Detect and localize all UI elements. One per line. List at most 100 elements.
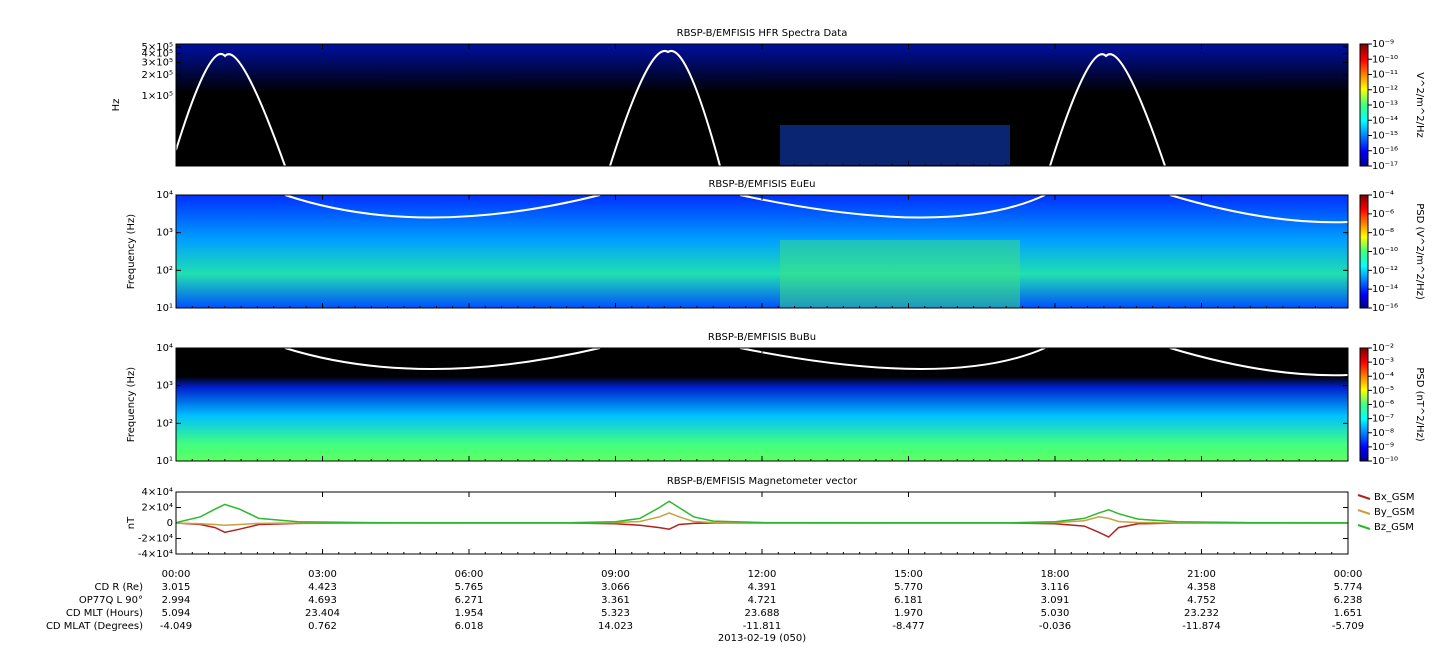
y-tick-label: 1×10⁵ bbox=[142, 91, 173, 102]
colorbar-tick-label: 10⁻¹⁰ bbox=[1372, 54, 1398, 65]
y-tick-label: 2×10⁵ bbox=[142, 70, 173, 81]
spectrogram-images bbox=[175, 44, 1349, 461]
ephemeris-value: 4.358 bbox=[1187, 582, 1216, 593]
colorbar-tick-label: 10⁻⁶ bbox=[1372, 209, 1394, 220]
colorbar-label: V^2/m^2/Hz bbox=[1414, 72, 1425, 138]
plot-frame bbox=[175, 194, 1349, 309]
spectrogram bbox=[176, 348, 1348, 461]
colorbar-tick-label: 10⁻⁸ bbox=[1372, 228, 1394, 239]
ephemeris-value: -5.709 bbox=[1332, 621, 1364, 632]
plasma-line bbox=[175, 49, 1166, 167]
x-tick-label: 09:00 bbox=[601, 569, 630, 580]
ephemeris-value: 0.762 bbox=[308, 621, 337, 632]
plot-frame bbox=[175, 491, 1349, 555]
ephemeris-value: -11.811 bbox=[743, 621, 782, 632]
legend-label: By_GSM bbox=[1374, 507, 1415, 518]
ephemeris-value: 6.271 bbox=[455, 595, 484, 606]
colorbar-tick-label: 10⁻¹¹ bbox=[1372, 70, 1398, 81]
y-tick-label: 10³ bbox=[156, 381, 173, 392]
ephemeris-value: 3.116 bbox=[1041, 582, 1070, 593]
colorbar-tick-label: 10⁻¹² bbox=[1372, 85, 1398, 96]
date-label: 2013-02-19 (050) bbox=[718, 633, 806, 644]
colorbar-tick-label: 10⁻⁴ bbox=[1372, 190, 1394, 201]
y-tick-label: 10⁴ bbox=[156, 190, 173, 201]
ephemeris-label: CD MLAT (Degrees) bbox=[46, 621, 143, 632]
ephemeris-value: 5.094 bbox=[162, 608, 191, 619]
ephemeris-value: -0.036 bbox=[1039, 621, 1071, 632]
colorbar-tick-label: 10⁻⁵ bbox=[1372, 385, 1394, 396]
colorbar-tick-label: 10⁻⁶ bbox=[1372, 400, 1394, 411]
x-tick-label: 06:00 bbox=[455, 569, 484, 580]
x-tick-label: 03:00 bbox=[308, 569, 337, 580]
panel-title: RBSP-B/EMFISIS Magnetometer vector bbox=[667, 476, 858, 487]
ephemeris-value: -4.049 bbox=[160, 621, 192, 632]
spectrogram-feature bbox=[780, 240, 1020, 308]
x-tick-label: 21:00 bbox=[1187, 569, 1216, 580]
ephemeris-value: 4.423 bbox=[308, 582, 337, 593]
x-tick-label: 00:00 bbox=[162, 569, 191, 580]
y-tick-label: -2×10⁴ bbox=[138, 534, 173, 545]
ephemeris-value: 3.066 bbox=[601, 582, 630, 593]
plot-frame bbox=[175, 347, 1349, 462]
ephemeris-value: -11.874 bbox=[1182, 621, 1221, 632]
legend-label: Bz_GSM bbox=[1374, 522, 1414, 533]
colorbar-tick-label: 10⁻¹⁴ bbox=[1372, 115, 1398, 126]
ephemeris-value: -8.477 bbox=[892, 621, 924, 632]
ephemeris-value: 4.752 bbox=[1187, 595, 1216, 606]
y-tick-label: 10² bbox=[156, 418, 173, 429]
y-tick-label: 4×10⁵ bbox=[142, 49, 173, 60]
y-tick-label: 3×10⁵ bbox=[142, 57, 173, 68]
colorbar-tick-label: 10⁻⁹ bbox=[1372, 39, 1394, 50]
y-tick-label: 0 bbox=[167, 518, 173, 529]
y-tick-label: 10² bbox=[156, 265, 173, 276]
ephemeris-value: 5.770 bbox=[894, 582, 923, 593]
colorbar-tick-label: 10⁻¹² bbox=[1372, 265, 1398, 276]
ephemeris-value: 5.323 bbox=[601, 608, 630, 619]
series-line bbox=[175, 522, 1348, 538]
ephemeris-value: 1.651 bbox=[1334, 608, 1363, 619]
ephemeris-value: 23.232 bbox=[1184, 608, 1219, 619]
y-axis-label: Frequency (Hz) bbox=[126, 214, 137, 290]
ephemeris-value: 4.721 bbox=[748, 595, 777, 606]
ephemeris-value: 5.774 bbox=[1334, 582, 1363, 593]
y-tick-label: 2×10⁴ bbox=[142, 503, 173, 514]
colorbar bbox=[1359, 194, 1369, 309]
colorbar-tick-label: 10⁻² bbox=[1372, 343, 1394, 354]
colorbar-tick-label: 10⁻¹⁷ bbox=[1372, 161, 1398, 172]
x-tick-label: 12:00 bbox=[748, 569, 777, 580]
ephemeris-value: 2.994 bbox=[162, 595, 191, 606]
plot-frame bbox=[175, 43, 1349, 167]
plasma-line bbox=[284, 194, 1349, 224]
panel-title: RBSP-B/EMFISIS EuEu bbox=[708, 179, 815, 190]
series-line bbox=[175, 512, 1348, 527]
ephemeris-value: 3.091 bbox=[1041, 595, 1070, 606]
ephemeris-value: 6.181 bbox=[894, 595, 923, 606]
ephemeris-value: 23.688 bbox=[745, 608, 780, 619]
colorbar-tick-label: 10⁻⁹ bbox=[1372, 442, 1394, 453]
colorbar-tick-label: 10⁻¹⁶ bbox=[1372, 303, 1398, 314]
ephemeris-value: 5.765 bbox=[455, 582, 484, 593]
y-tick-label: 10¹ bbox=[156, 303, 173, 314]
ephemeris-value: 4.693 bbox=[308, 595, 337, 606]
y-tick-label: 10³ bbox=[156, 228, 173, 239]
ephemeris-value: 1.970 bbox=[894, 608, 923, 619]
plasma-line bbox=[284, 347, 1349, 377]
x-tick-label: 15:00 bbox=[894, 569, 923, 580]
ephemeris-value: 3.015 bbox=[162, 582, 191, 593]
x-tick-label: 00:00 bbox=[1334, 569, 1363, 580]
panel-title: RBSP-B/EMFISIS BuBu bbox=[708, 332, 816, 343]
ephemeris-label: CD MLT (Hours) bbox=[66, 608, 143, 619]
colorbar-label: PSD (V^2/m^2/Hz) bbox=[1414, 203, 1425, 300]
y-tick-label: 10¹ bbox=[156, 456, 173, 467]
spectrogram-feature bbox=[780, 125, 1010, 165]
ephemeris-value: 4.391 bbox=[748, 582, 777, 593]
colorbar bbox=[1359, 347, 1369, 462]
colorbar-tick-label: 10⁻³ bbox=[1372, 357, 1394, 368]
ephemeris-value: 6.018 bbox=[455, 621, 484, 632]
legend-swatch bbox=[1357, 524, 1371, 530]
ephemeris-value: 3.361 bbox=[601, 595, 630, 606]
x-tick-label: 18:00 bbox=[1041, 569, 1070, 580]
series-line bbox=[175, 500, 1349, 524]
colorbar bbox=[1359, 43, 1369, 167]
